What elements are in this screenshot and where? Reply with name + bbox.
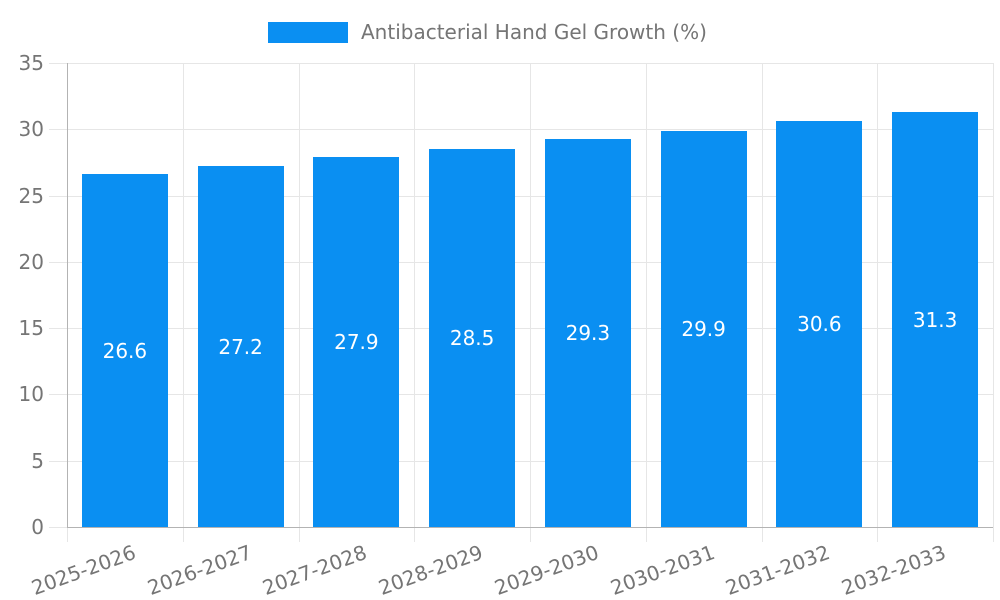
legend-label: Antibacterial Hand Gel Growth (%) (361, 20, 707, 44)
x-axis-tick-label: 2030-2031 (606, 540, 718, 600)
x-axis-tick-label: 2025-2026 (28, 540, 139, 600)
x-gridline (761, 63, 763, 542)
y-gridline (49, 328, 993, 330)
y-axis-line (67, 63, 68, 527)
y-axis-tick-label: 20 (18, 249, 44, 274)
x-axis-tick-label: 2028-2029 (375, 540, 486, 600)
plot-area: 0 5 10 15 20 25 30 35 26.6 2025-2026 27.2 2026-2027… (19, 51, 994, 600)
y-gridline (49, 261, 993, 263)
bar-value-label: 31.3 (912, 307, 958, 332)
y-axis-tick-label: 25 (18, 183, 44, 208)
y-axis-tick-label: 0 (31, 515, 44, 539)
y-axis-tick-label: 10 (18, 382, 44, 407)
bar[interactable] (197, 166, 284, 527)
y-axis-tick-label: 15 (18, 316, 44, 341)
bar-value-label: 27.9 (334, 330, 379, 355)
x-axis-tick-label: 2026-2027 (143, 540, 255, 600)
y-gridline (49, 460, 993, 462)
bar[interactable] (544, 138, 631, 527)
x-axis-line (67, 527, 993, 528)
x-gridline (530, 63, 531, 542)
x-gridline (877, 63, 879, 542)
x-gridline (993, 63, 994, 542)
bar[interactable] (313, 157, 400, 527)
bar-value-label: 30.6 (797, 312, 842, 337)
x-axis-tick-label: 2031-2032 (722, 540, 834, 600)
bar[interactable] (892, 112, 979, 527)
bar[interactable] (429, 149, 516, 527)
legend-item[interactable]: Antibacterial Hand Gel Growth (%) (268, 21, 707, 43)
x-gridline (645, 63, 647, 542)
bar-value-label: 26.6 (102, 338, 148, 363)
y-gridline (49, 195, 993, 197)
x-gridline (182, 63, 184, 542)
y-axis-tick-label: 5 (31, 448, 44, 473)
bar[interactable] (776, 121, 863, 527)
y-gridline (49, 394, 993, 396)
bar[interactable] (81, 174, 168, 527)
x-gridline (414, 63, 416, 542)
x-gridline (298, 63, 300, 542)
y-gridline (49, 63, 993, 64)
legend-swatch-icon (268, 21, 348, 43)
bar-value-label: 28.5 (449, 326, 495, 351)
bar-value-label: 29.9 (681, 316, 726, 341)
y-gridline (49, 129, 993, 131)
bar-value-label: 27.2 (218, 334, 263, 359)
y-axis-tick-label: 30 (18, 117, 44, 142)
x-axis-tick-label: 2032-2033 (838, 540, 949, 600)
y-axis-tick-label: 35 (18, 51, 44, 75)
bar[interactable] (660, 130, 747, 527)
x-axis-tick-label: 2029-2030 (491, 540, 602, 600)
x-axis-tick-label: 2027-2028 (259, 540, 371, 600)
bar-value-label: 29.3 (565, 320, 611, 345)
